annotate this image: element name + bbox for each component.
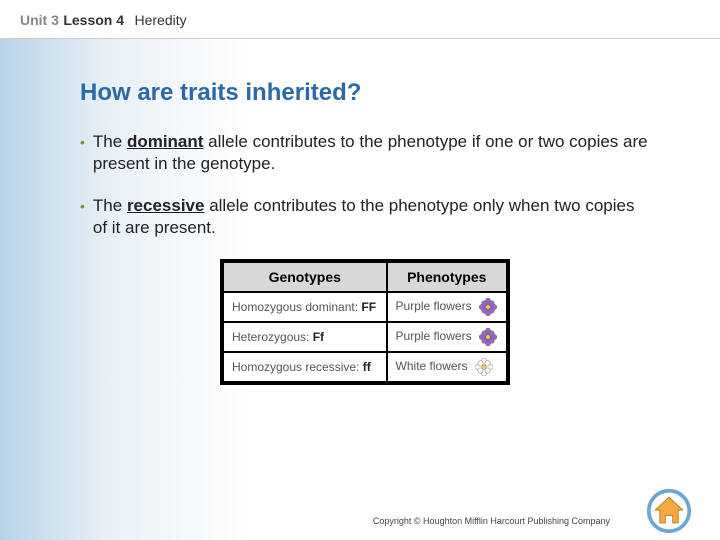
bullet-dot-icon: • bbox=[80, 131, 85, 175]
topic-label: Heredity bbox=[135, 12, 187, 28]
genotype-table: Genotypes Phenotypes Homozygous dominant… bbox=[220, 259, 510, 385]
bullet-keyword: recessive bbox=[127, 196, 205, 215]
page-title: How are traits inherited? bbox=[80, 79, 650, 107]
pheno-label: White flowers bbox=[396, 359, 468, 373]
home-icon[interactable] bbox=[646, 488, 692, 534]
table-row: Homozygous dominant: FF Purple flowers bbox=[222, 292, 508, 322]
lesson-label: Lesson 4 bbox=[63, 12, 124, 28]
pheno-label: Purple flowers bbox=[396, 329, 472, 343]
slide-content: How are traits inherited? • The dominant… bbox=[0, 39, 720, 385]
bullet-dot-icon: • bbox=[80, 195, 85, 239]
pheno-label: Purple flowers bbox=[396, 299, 472, 313]
flower-icon bbox=[479, 298, 497, 316]
table-row: Heterozygous: Ff Purple flowers bbox=[222, 322, 508, 352]
table-header: Genotypes bbox=[222, 261, 387, 292]
geno-allele: FF bbox=[361, 300, 376, 314]
bullet-item: • The recessive allele contributes to th… bbox=[80, 195, 650, 239]
geno-label: Homozygous dominant: bbox=[232, 300, 361, 314]
bullet-keyword: dominant bbox=[127, 132, 204, 151]
flower-icon bbox=[475, 358, 493, 376]
table-header: Phenotypes bbox=[387, 261, 508, 292]
geno-label: Homozygous recessive: bbox=[232, 360, 363, 374]
table-header-row: Genotypes Phenotypes bbox=[222, 261, 508, 292]
geno-allele: ff bbox=[363, 360, 371, 374]
bullet-item: • The dominant allele contributes to the… bbox=[80, 131, 650, 175]
geno-allele: Ff bbox=[313, 330, 324, 344]
bullet-pre: The bbox=[93, 196, 127, 215]
copyright-text: Copyright © Houghton Mifflin Harcourt Pu… bbox=[373, 516, 610, 526]
phenotype-cell: Purple flowers bbox=[387, 322, 508, 352]
slide-header: Unit 3 Lesson 4 Heredity bbox=[0, 0, 720, 39]
genotype-cell: Homozygous dominant: FF bbox=[222, 292, 387, 322]
bullet-text: The dominant allele contributes to the p… bbox=[93, 131, 650, 175]
bullet-pre: The bbox=[93, 132, 127, 151]
geno-label: Heterozygous: bbox=[232, 330, 313, 344]
genotype-cell: Heterozygous: Ff bbox=[222, 322, 387, 352]
flower-icon bbox=[479, 328, 497, 346]
table-row: Homozygous recessive: ff White flowers bbox=[222, 352, 508, 383]
genotype-table-wrap: Genotypes Phenotypes Homozygous dominant… bbox=[220, 259, 510, 385]
genotype-cell: Homozygous recessive: ff bbox=[222, 352, 387, 383]
bullet-text: The recessive allele contributes to the … bbox=[93, 195, 650, 239]
phenotype-cell: Purple flowers bbox=[387, 292, 508, 322]
unit-label: Unit 3 bbox=[20, 12, 59, 28]
phenotype-cell: White flowers bbox=[387, 352, 508, 383]
